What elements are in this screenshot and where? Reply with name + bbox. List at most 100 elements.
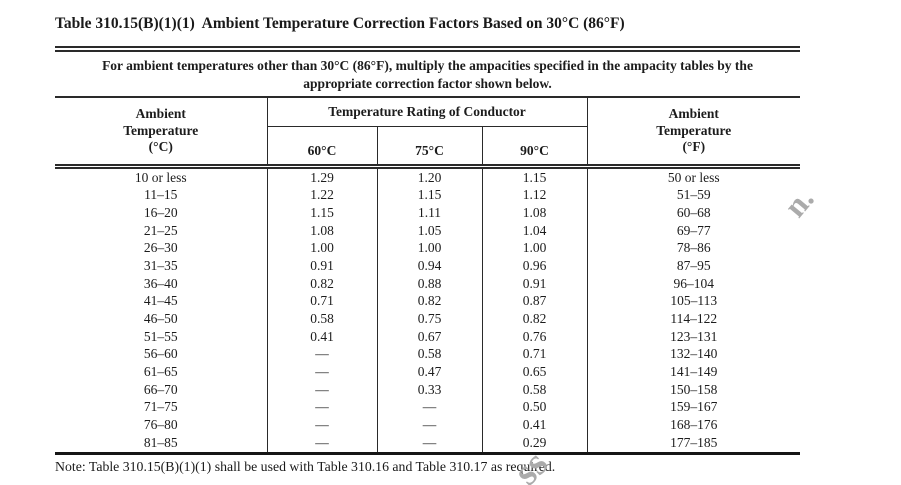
table-row: 31–35 0.91 0.94 0.96 87–95 [55, 257, 801, 276]
table-body: 10 or less 1.29 1.20 1.15 50 or less 11–15 1.2… [55, 166, 801, 456]
table-cell: 0.76 [481, 328, 588, 346]
column-header-rating-span: Temperature Rating of Conductor [266, 98, 588, 128]
table-cell: — [376, 434, 482, 456]
table-cell: 168–176 [586, 416, 801, 435]
table-cell: 1.08 [481, 204, 588, 223]
table-cell: — [376, 399, 482, 417]
column-header-90c: 90°C [481, 126, 588, 170]
table-cell: 123–131 [586, 328, 801, 346]
table-cell: — [266, 434, 377, 456]
table-cell: 61–65 [143, 364, 178, 380]
table-cell: 46–50 [143, 311, 178, 327]
table-row: 26–30 1.00 1.00 1.00 78–86 [55, 239, 801, 258]
table-cell: — [376, 416, 482, 435]
table-cell: — [266, 363, 377, 382]
table-cell: 1.12 [481, 186, 588, 205]
table-cell: 0.88 [376, 275, 482, 293]
table-cell: 0.67 [376, 328, 482, 346]
column-header-60c: 60°C [266, 126, 377, 170]
table-cell: 0.96 [481, 257, 588, 276]
column-header-ambient-f: Ambient Temperature (°F) [586, 98, 801, 170]
table-cell: 51–55 [143, 328, 178, 344]
table-cell: 159–167 [586, 399, 801, 417]
table-cell: 60–68 [586, 204, 801, 223]
table-row: 41–45 0.71 0.82 0.87 105–113 [55, 292, 801, 311]
table-cell: 10 or less [134, 169, 187, 185]
table-cell: 0.65 [481, 363, 588, 382]
table-cell: 0.91 [266, 257, 377, 276]
table-cell: 0.71 [266, 292, 377, 311]
table-row: 36–40 0.82 0.88 0.91 96–104 [55, 275, 801, 293]
table-cell: 0.91 [481, 275, 588, 293]
table-cell: 1.22 [266, 186, 377, 205]
table-cell: 31–35 [143, 257, 178, 273]
table-cell: 96–104 [586, 275, 801, 293]
table-cell: — [266, 345, 377, 364]
table-cell: 69–77 [586, 222, 801, 240]
table-cell: 1.15 [376, 186, 482, 205]
column-header-75c: 75°C [376, 126, 482, 170]
table-cell: 0.58 [376, 345, 482, 364]
table-cell: 1.20 [376, 166, 482, 187]
table-row: 51–55 0.41 0.67 0.76 123–131 [55, 328, 801, 346]
table-cell: 1.05 [376, 222, 482, 240]
table-cell: 81–85 [55, 434, 267, 456]
table-cell: 1.00 [481, 239, 588, 258]
table-row: 21–25 1.08 1.05 1.04 69–77 [55, 222, 801, 240]
table-cell: 0.82 [266, 275, 377, 293]
table-cell: 1.11 [376, 204, 482, 223]
table-cell: 1.15 [481, 166, 588, 187]
table-cell: 0.29 [481, 434, 588, 456]
table-cell: 0.82 [376, 292, 482, 311]
table-row: 76–80— —0.41 168–176 [55, 416, 801, 435]
table-row: 66–70 —0.33 0.58 150–158 [55, 381, 801, 400]
table-foot-note: Note: Table 310.15(B)(1)(1) shall be use… [55, 459, 556, 475]
table-cell: 87–95 [586, 257, 801, 276]
table-cell: 16–20 [143, 204, 178, 220]
table-cell: 51–59 [586, 186, 801, 205]
table-title: Table 310.15(B)(1)(1) Ambient Temperatur… [55, 15, 625, 32]
table-cell: 141–149 [586, 363, 801, 382]
table-cell: 36–40 [143, 275, 178, 291]
table-cell: 0.50 [481, 399, 588, 417]
table-row: 10 or less 1.29 1.20 1.15 50 or less [55, 166, 801, 187]
table-header: Ambient Temperature (°C) Temperature Rat… [55, 98, 801, 170]
table-cell: 0.87 [481, 292, 588, 311]
table-cell: 1.00 [266, 239, 377, 258]
table-cell: 0.41 [481, 416, 588, 435]
table-cell: 11–15 [144, 187, 178, 203]
table-cell: 1.00 [376, 239, 482, 258]
table-row: 61–65 —0.47 0.65 141–149 [55, 363, 801, 382]
table-cell: 0.58 [266, 310, 377, 329]
table-cell: 0.82 [481, 310, 588, 329]
table-cell: 41–45 [143, 293, 178, 309]
table-row: 16–20 1.15 1.11 1.08 60–68 [55, 204, 801, 223]
table-cell: 76–80 [143, 417, 178, 433]
table-cell: 1.08 [266, 222, 377, 240]
table-cell: 26–30 [143, 240, 178, 256]
table-cell: 150–158 [586, 381, 801, 400]
table-cell: 0.75 [376, 310, 482, 329]
header-row-1: Ambient Temperature (°C) Temperature Rat… [55, 98, 801, 170]
table-cell: 1.15 [266, 204, 377, 223]
table-row: 56–60 —0.58 0.71 132–140 [55, 345, 801, 364]
table-cell: 0.41 [266, 328, 377, 346]
table-cell: 0.71 [481, 345, 588, 364]
correction-factor-table: For ambient temperatures other than 30°C… [55, 46, 801, 475]
table-cell: 56–60 [143, 346, 178, 362]
table-cell: 177–185 [586, 434, 801, 456]
table-cell: 1.29 [266, 166, 377, 187]
table-cell: — [266, 399, 377, 417]
column-header-ambient-c: Ambient Temperature (°C) [55, 98, 267, 170]
table-cell: 132–140 [586, 345, 801, 364]
table-cell: 1.04 [481, 222, 588, 240]
table-head-note: For ambient temperatures other than 30°C… [55, 46, 800, 99]
table-cell: 105–113 [586, 292, 801, 311]
table-row: 46–50 0.58 0.75 0.82 114–122 [55, 310, 801, 329]
table-cell: 21–25 [143, 222, 178, 238]
table-cell: 71–75 [143, 399, 178, 415]
table-cell: 0.94 [376, 257, 482, 276]
table-row: 81–85— —0.29 177–185 [55, 434, 801, 456]
table-row: 71–75— —0.50 159–167 [55, 399, 801, 417]
